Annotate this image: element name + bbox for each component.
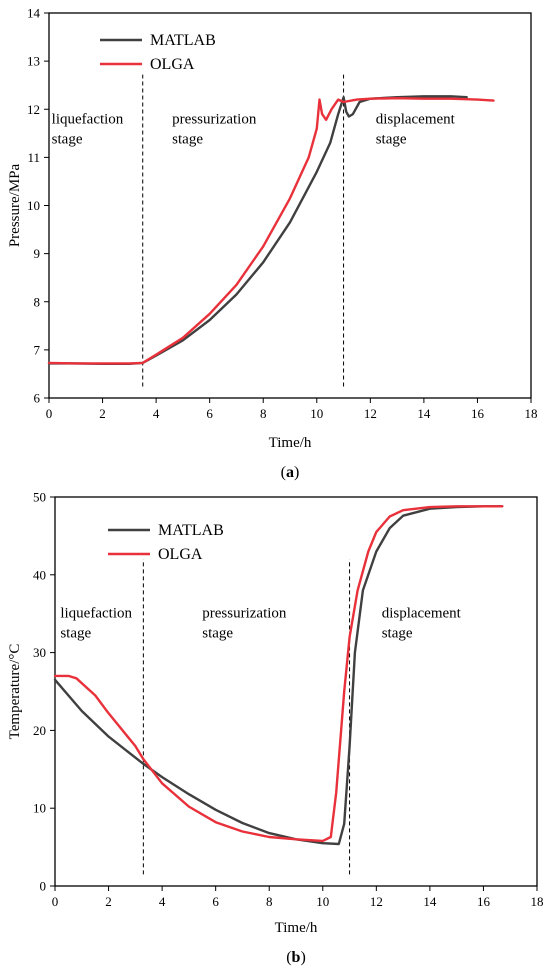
x-tick-label: 6 — [206, 406, 213, 421]
x-tick-label: 16 — [477, 894, 491, 909]
stage-label-line: displacement — [376, 112, 456, 128]
y-tick-label: 0 — [40, 879, 47, 894]
x-tick-label: 18 — [531, 894, 544, 909]
stage-label-line: stage — [376, 132, 407, 148]
stage-label-line: stage — [172, 132, 203, 148]
x-tick-label: 8 — [260, 406, 267, 421]
y-tick-label: 30 — [33, 645, 46, 660]
stage-label: pressurization stage — [172, 112, 257, 148]
x-tick-label: 10 — [310, 406, 323, 421]
x-tick-label: 12 — [364, 406, 377, 421]
panel-label-close: ) — [300, 949, 305, 966]
panel-label-close: ) — [294, 464, 299, 481]
y-tick-label: 10 — [33, 801, 46, 816]
y-tick-label: 10 — [27, 198, 40, 213]
panel-label-letter: b — [292, 949, 301, 966]
y-tick-label: 40 — [33, 567, 46, 582]
y-tick-label: 8 — [34, 294, 41, 309]
y-tick-label: 12 — [27, 102, 40, 117]
legend-label-olga: OLGA — [158, 546, 203, 563]
x-tick-label: 8 — [266, 894, 273, 909]
y-tick-label: 50 — [33, 490, 46, 505]
y-tick-label: 20 — [33, 723, 46, 738]
x-tick-label: 0 — [46, 406, 53, 421]
stage-label-line: stage — [382, 626, 413, 642]
series-line-matlab — [53, 505, 504, 846]
x-tick-label: 12 — [370, 894, 383, 909]
stage-label-line: stage — [202, 626, 233, 642]
panel-label: (b) — [286, 949, 306, 966]
stage-label: displacement stage — [376, 112, 456, 148]
x-tick-label: 14 — [417, 406, 431, 421]
stage-label-line: pressurization — [172, 112, 257, 128]
chart-panel-b: 0 2 4 6 8 10 12 14 16 18 0 10 20 30 40 50 Time/h Temperat… — [7, 490, 544, 967]
legend-label-olga: OLGA — [150, 56, 195, 73]
panel-label-letter: a — [286, 464, 294, 481]
y-tick-label: 11 — [27, 150, 40, 165]
x-tick-label: 14 — [423, 894, 437, 909]
x-tick-label: 18 — [525, 406, 538, 421]
x-axis-title: Time/h — [275, 920, 318, 936]
x-tick-label: 2 — [99, 406, 106, 421]
panel-label: (a) — [281, 464, 300, 481]
panel-label-open: ( — [286, 949, 291, 966]
stage-label: liquefaction stage — [60, 606, 132, 642]
y-axis-title: Pressure/MPa — [7, 163, 23, 247]
y-axis-title: Temperature/°C — [7, 644, 23, 740]
stage-label: liquefaction stage — [52, 112, 124, 148]
legend-label-matlab: MATLAB — [150, 32, 216, 49]
x-tick-label: 4 — [159, 894, 166, 909]
stage-label-line: liquefaction — [60, 606, 132, 622]
x-tick-label: 16 — [471, 406, 485, 421]
plot-frame — [54, 496, 538, 887]
stage-label: displacement stage — [382, 606, 462, 642]
legend-label-matlab: MATLAB — [158, 522, 224, 539]
y-tick-label: 9 — [34, 246, 41, 261]
series-line-olga — [47, 97, 495, 365]
x-tick-label: 6 — [212, 894, 219, 909]
x-tick-label: 10 — [316, 894, 329, 909]
stage-label-line: displacement — [382, 606, 462, 622]
y-tick-label: 13 — [27, 54, 40, 69]
y-tick-label: 14 — [27, 6, 41, 21]
x-tick-label: 4 — [153, 406, 160, 421]
stage-label: pressurization stage — [202, 606, 287, 642]
series-line-olga — [53, 505, 504, 843]
x-axis-title: Time/h — [269, 435, 312, 451]
stage-label-line: pressurization — [202, 606, 287, 622]
stage-label-line: stage — [60, 626, 91, 642]
chart-panel-a: 0 2 4 6 8 10 12 14 16 18 6 7 8 9 10 11 12 13 14 Time/h Press… — [7, 6, 538, 482]
panel-label-open: ( — [281, 464, 286, 481]
stage-label-line: stage — [52, 132, 83, 148]
plot-frame — [48, 12, 532, 399]
y-tick-label: 6 — [34, 391, 41, 406]
y-tick-label: 7 — [34, 342, 41, 357]
x-tick-label: 2 — [105, 894, 112, 909]
stage-label-line: liquefaction — [52, 112, 124, 128]
x-tick-label: 0 — [52, 894, 59, 909]
